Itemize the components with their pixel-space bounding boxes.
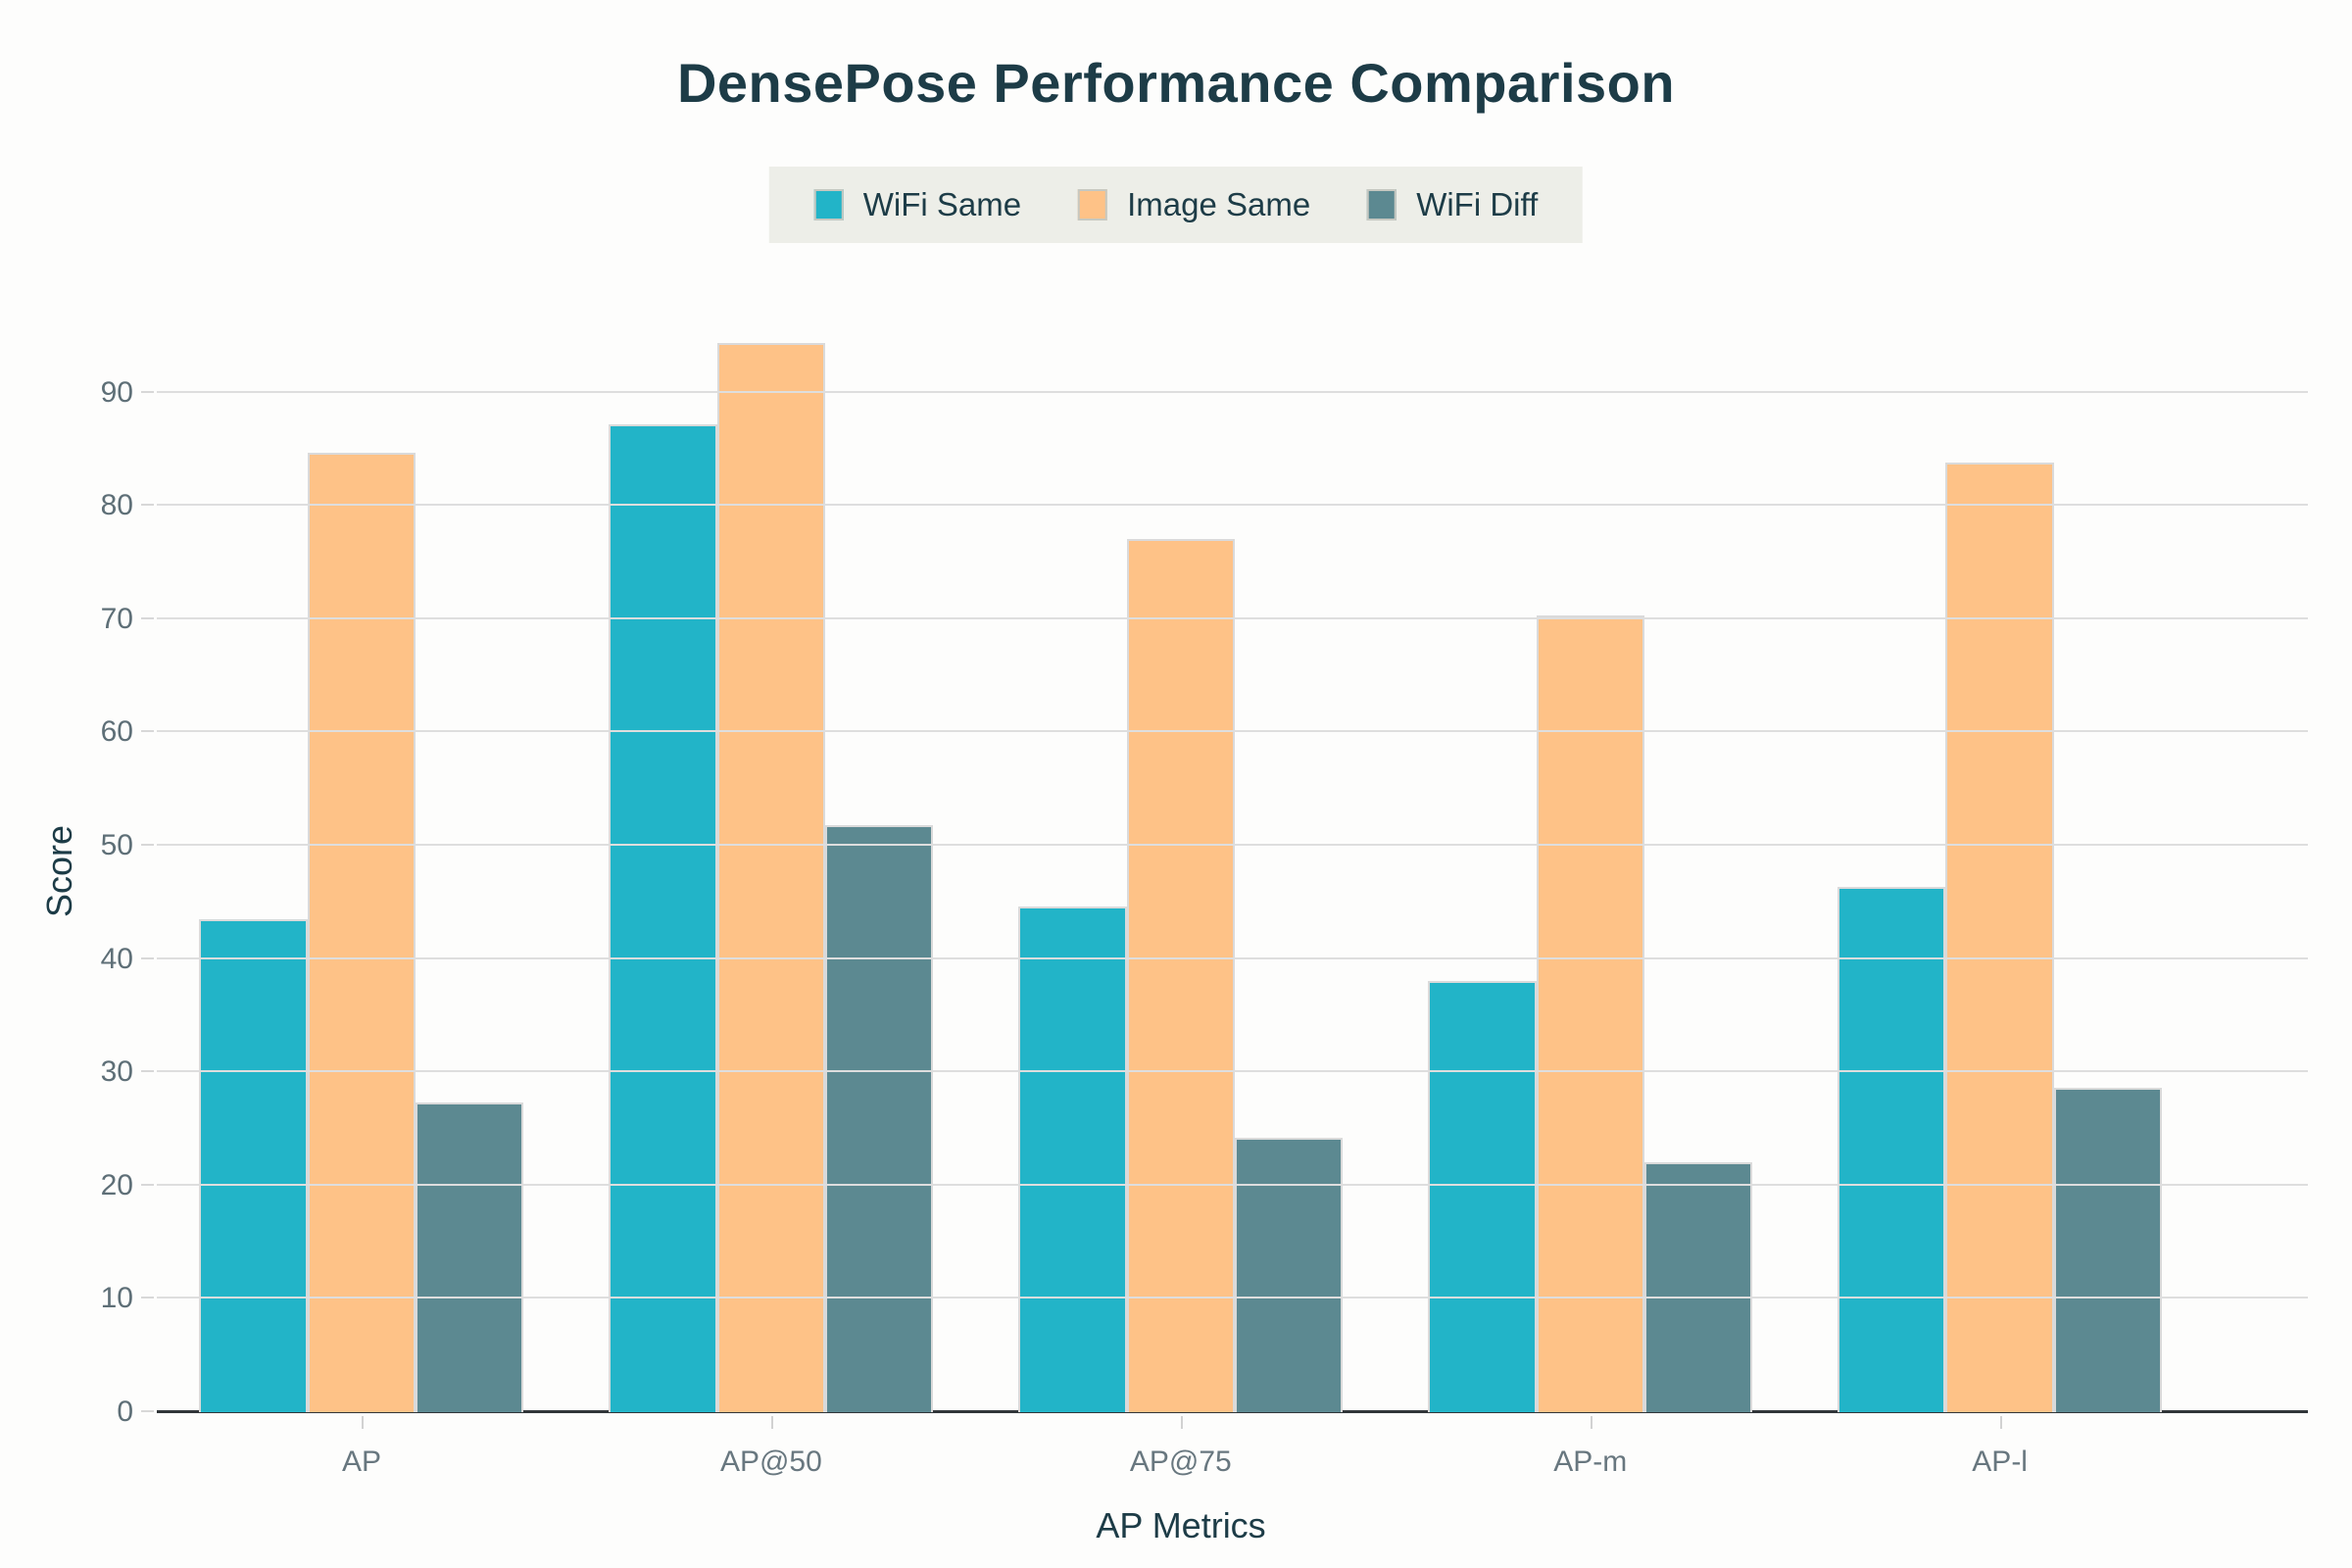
x-tick-label: AP@50: [719, 1446, 822, 1478]
legend-swatch-icon: [1078, 189, 1108, 220]
gridline: [157, 390, 2308, 393]
legend-item-wifi-same: WiFi Same: [813, 186, 1022, 223]
x-tick-mark: [770, 1416, 773, 1429]
gridline: [157, 956, 2308, 959]
y-tick-mark: [141, 956, 154, 959]
y-tick-label: 0: [117, 1396, 133, 1428]
bar-image-same-ap-50: [716, 342, 826, 1412]
bar-wifi-diff-ap-m: [1643, 1161, 1753, 1412]
bars-region: AP AP@50 AP@75 AP-m AP-l: [157, 330, 2205, 1478]
y-tick-mark: [141, 504, 154, 507]
bar-wifi-same-ap-75: [1018, 906, 1127, 1412]
bar-group-ap-75: AP@75: [976, 330, 1386, 1478]
x-tick-label: AP-m: [1553, 1446, 1628, 1478]
x-tick-mark: [1590, 1416, 1592, 1429]
gridline: [157, 1297, 2308, 1299]
bar-group-ap-m: AP-m: [1386, 330, 1795, 1478]
y-tick-label: 30: [100, 1055, 133, 1089]
y-tick-mark: [141, 616, 154, 619]
bar-image-same-ap: [307, 452, 416, 1412]
y-tick-label: 90: [100, 375, 133, 409]
bar-image-same-ap-l: [1945, 463, 2054, 1412]
gridline: [157, 1070, 2308, 1073]
bar-group-ap-l: AP-l: [1795, 330, 2205, 1478]
x-tick-mark: [1999, 1416, 2002, 1429]
bar-wifi-same-ap-50: [609, 423, 717, 1412]
y-tick-label: 50: [100, 829, 133, 861]
x-tick-label: AP@75: [1129, 1446, 1232, 1478]
bar-wifi-same-ap-l: [1838, 886, 1946, 1412]
legend-swatch-icon: [813, 189, 844, 220]
gridline: [157, 504, 2308, 507]
y-axis-title: Score: [39, 824, 80, 918]
y-tick-mark: [141, 730, 154, 733]
legend-item-wifi-diff: WiFi Diff: [1367, 186, 1538, 223]
y-tick-label: 20: [100, 1168, 133, 1201]
y-tick-mark: [141, 390, 154, 393]
bar-group-ap-50: AP@50: [566, 330, 976, 1478]
x-tick-label: AP-l: [1972, 1446, 2028, 1478]
y-tick-mark: [141, 1183, 154, 1186]
chart-title: DensePose Performance Comparison: [676, 52, 1676, 114]
gridline: [157, 844, 2308, 846]
legend-label: WiFi Diff: [1416, 186, 1539, 222]
gridline: [157, 1183, 2308, 1186]
bar-wifi-same-ap-m: [1428, 980, 1537, 1412]
legend: WiFi Same Image Same WiFi Diff: [768, 167, 1584, 243]
bar-wifi-diff-ap-50: [825, 825, 934, 1412]
y-tick-label: 80: [100, 489, 133, 522]
bar-wifi-diff-ap-75: [1234, 1138, 1344, 1412]
x-tick-label: AP: [341, 1446, 381, 1478]
legend-item-image-same: Image Same: [1078, 186, 1310, 223]
legend-label: WiFi Same: [862, 186, 1022, 222]
x-tick-mark: [1180, 1416, 1183, 1429]
x-axis-title: AP Metrics: [1096, 1505, 1266, 1545]
y-tick-mark: [141, 844, 154, 846]
bar-wifi-same-ap: [199, 919, 308, 1412]
bar-image-same-ap-m: [1536, 615, 1644, 1412]
gridline: [157, 730, 2308, 733]
legend-swatch-icon: [1367, 189, 1397, 220]
bar-wifi-diff-ap-l: [2053, 1088, 2163, 1412]
legend-label: Image Same: [1127, 186, 1311, 222]
y-tick-mark: [141, 1070, 154, 1073]
y-tick-mark: [141, 1297, 154, 1299]
plot-area: AP AP@50 AP@75 AP-m AP-l 0 10 20 30 40 50 60 70 80 90: [101, 330, 2308, 1478]
bar-wifi-diff-ap: [416, 1102, 524, 1412]
y-tick-mark: [141, 1410, 154, 1412]
gridline: [157, 616, 2308, 619]
x-tick-mark: [361, 1416, 364, 1429]
y-tick-label: 10: [100, 1282, 133, 1315]
y-tick-label: 70: [100, 602, 133, 635]
bar-image-same-ap-75: [1126, 538, 1235, 1412]
bar-group-ap: AP: [157, 330, 566, 1478]
y-tick-label: 40: [100, 942, 133, 975]
y-tick-label: 60: [100, 715, 133, 749]
